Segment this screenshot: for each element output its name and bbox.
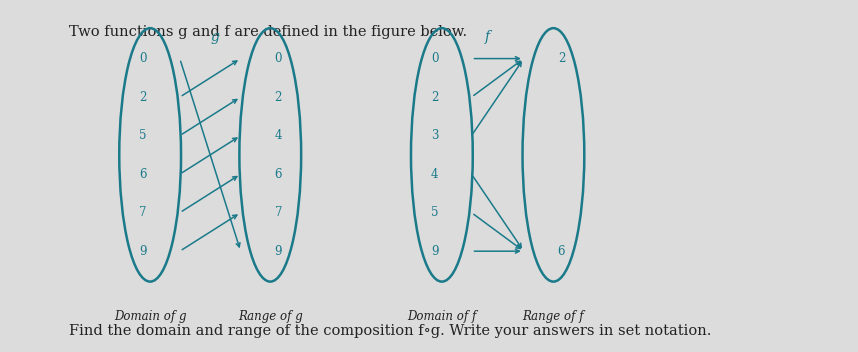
Text: Range of g: Range of g bbox=[238, 310, 303, 323]
Text: 5: 5 bbox=[139, 129, 147, 142]
Text: Range of f: Range of f bbox=[523, 310, 584, 323]
Text: Domain of f: Domain of f bbox=[408, 310, 476, 323]
Text: 6: 6 bbox=[275, 168, 282, 181]
Text: Domain of g: Domain of g bbox=[114, 310, 186, 323]
Text: 5: 5 bbox=[431, 206, 438, 219]
Text: 6: 6 bbox=[558, 245, 565, 258]
Text: 6: 6 bbox=[139, 168, 147, 181]
Text: Find the domain and range of the composition f∘g. Write your answers in set nota: Find the domain and range of the composi… bbox=[69, 324, 711, 338]
Text: 4: 4 bbox=[275, 129, 282, 142]
Text: 9: 9 bbox=[431, 245, 438, 258]
Text: 3: 3 bbox=[431, 129, 438, 142]
Text: 7: 7 bbox=[275, 206, 282, 219]
Text: 9: 9 bbox=[139, 245, 147, 258]
Text: 0: 0 bbox=[139, 52, 147, 65]
Text: f: f bbox=[485, 30, 490, 44]
Text: 2: 2 bbox=[139, 90, 147, 103]
Text: 4: 4 bbox=[431, 168, 438, 181]
Text: g: g bbox=[210, 30, 219, 44]
Text: Two functions g and f are defined in the figure below.: Two functions g and f are defined in the… bbox=[69, 25, 467, 39]
Text: 9: 9 bbox=[275, 245, 282, 258]
Text: 2: 2 bbox=[275, 90, 282, 103]
Text: 2: 2 bbox=[431, 90, 438, 103]
Text: 0: 0 bbox=[275, 52, 282, 65]
Text: 0: 0 bbox=[431, 52, 438, 65]
Text: 2: 2 bbox=[558, 52, 565, 65]
Text: 7: 7 bbox=[139, 206, 147, 219]
